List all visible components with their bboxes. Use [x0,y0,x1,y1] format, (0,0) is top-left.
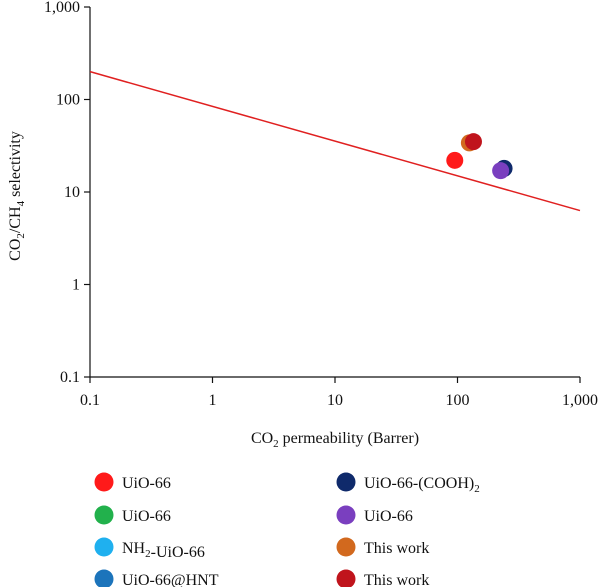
legend-label: UiO-66-(COOH)2 [364,475,480,495]
legend-marker [94,472,114,492]
ticks: 0.1 1 10 100 1,000 0.1 1 10 100 1,000 [44,0,598,409]
x-tick-label: 1 [209,392,217,409]
y-axis-title: CO2/CH4 selectivity [7,131,27,261]
legend-marker [336,537,356,557]
legend-label: This work [364,572,429,587]
x-tick-label: 1,000 [562,392,598,409]
legend-label: UiO-66@HNT [122,572,219,587]
legend-label: NH2-UiO-66 [122,540,205,561]
upper-bound-line [89,70,581,212]
axes [89,7,580,378]
data-point [446,151,464,169]
y-tick-label: 0.1 [60,369,80,386]
legend-marker [94,569,114,587]
data-point [492,162,510,180]
x-axis-title: CO2 permeability (Barrer) [251,430,419,450]
legend-label: UiO-66 [122,508,171,525]
upper-bound-layer [89,70,581,212]
y-tick-label: 1 [72,277,80,294]
x-tick-label: 10 [327,392,343,409]
legend-label: This work [364,540,429,557]
y-tick-label: 100 [56,92,80,109]
legend: UiO-66 UiO-66 NH2-UiO-66 UiO-66@HNT UiO-66-(… [94,472,480,587]
legend-marker [94,505,114,525]
x-tick-label: 0.1 [80,392,100,409]
x-tick-label: 100 [446,392,470,409]
legend-marker [94,537,114,557]
legend-marker [336,472,356,492]
y-tick-label: 10 [64,184,80,201]
data-points [446,133,513,180]
legend-label: UiO-66 [122,475,171,492]
data-point [464,133,482,151]
legend-marker [336,569,356,587]
y-tick-label: 1,000 [44,0,80,16]
legend-marker [336,505,356,525]
legend-label: UiO-66 [364,508,413,525]
